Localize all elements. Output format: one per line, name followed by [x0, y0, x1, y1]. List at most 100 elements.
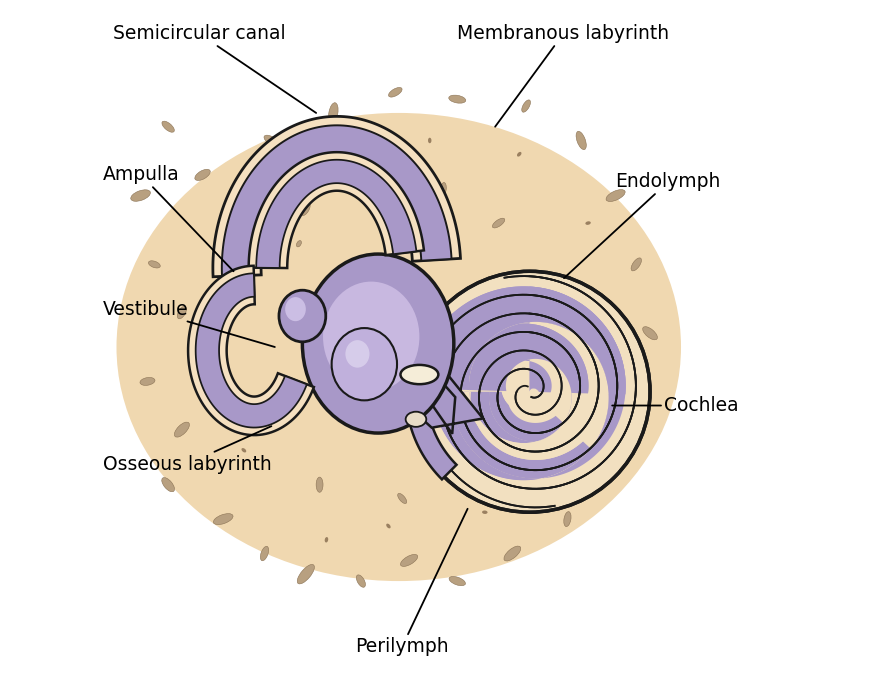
Ellipse shape [439, 446, 447, 455]
Polygon shape [405, 349, 483, 434]
Ellipse shape [400, 365, 438, 384]
Ellipse shape [359, 152, 362, 157]
Text: Vestibule: Vestibule [103, 300, 275, 347]
Polygon shape [415, 287, 625, 480]
Ellipse shape [241, 448, 246, 452]
Ellipse shape [323, 282, 419, 391]
Ellipse shape [356, 575, 365, 587]
Ellipse shape [296, 241, 301, 247]
Polygon shape [488, 324, 587, 441]
Ellipse shape [536, 424, 542, 435]
Ellipse shape [301, 203, 310, 215]
Ellipse shape [520, 344, 531, 350]
Ellipse shape [563, 511, 571, 527]
Ellipse shape [289, 307, 294, 317]
Ellipse shape [575, 131, 586, 150]
Ellipse shape [214, 514, 233, 525]
Ellipse shape [448, 577, 465, 586]
Ellipse shape [492, 218, 504, 228]
Ellipse shape [397, 493, 407, 504]
Ellipse shape [605, 189, 625, 201]
Ellipse shape [427, 242, 431, 246]
Text: Cochlea: Cochlea [611, 396, 737, 415]
Ellipse shape [384, 205, 392, 213]
Text: Osseous labyrinth: Osseous labyrinth [103, 426, 271, 473]
Ellipse shape [175, 422, 190, 437]
Ellipse shape [469, 398, 472, 405]
Ellipse shape [593, 310, 596, 315]
Ellipse shape [521, 100, 530, 112]
Ellipse shape [195, 169, 210, 180]
Ellipse shape [531, 462, 534, 467]
Text: Endolymph: Endolymph [563, 172, 720, 278]
Ellipse shape [481, 511, 487, 514]
Polygon shape [196, 273, 307, 428]
Ellipse shape [585, 221, 590, 225]
Ellipse shape [276, 221, 280, 226]
Ellipse shape [162, 121, 175, 133]
Ellipse shape [341, 344, 353, 350]
Ellipse shape [517, 152, 521, 157]
Ellipse shape [440, 183, 446, 195]
Ellipse shape [414, 372, 417, 377]
Ellipse shape [592, 466, 610, 475]
Polygon shape [415, 287, 625, 480]
Polygon shape [222, 126, 451, 276]
Ellipse shape [116, 113, 680, 581]
Ellipse shape [426, 307, 432, 318]
Ellipse shape [148, 261, 160, 268]
Ellipse shape [577, 375, 584, 387]
Ellipse shape [246, 273, 254, 284]
Ellipse shape [315, 477, 323, 492]
Ellipse shape [331, 328, 397, 400]
Ellipse shape [206, 400, 212, 404]
Ellipse shape [302, 254, 454, 433]
Polygon shape [452, 287, 625, 479]
Polygon shape [248, 152, 424, 268]
Ellipse shape [130, 189, 151, 201]
Ellipse shape [231, 184, 243, 194]
Ellipse shape [461, 290, 466, 294]
Ellipse shape [405, 412, 426, 427]
Polygon shape [431, 305, 643, 497]
Ellipse shape [400, 555, 417, 566]
Ellipse shape [218, 357, 228, 364]
Polygon shape [431, 305, 643, 497]
Polygon shape [188, 266, 314, 435]
Text: Semicircular canal: Semicircular canal [113, 24, 315, 113]
Ellipse shape [385, 523, 390, 528]
Text: Perilymph: Perilymph [355, 509, 467, 656]
Ellipse shape [297, 564, 314, 584]
Ellipse shape [630, 258, 641, 271]
Polygon shape [256, 160, 416, 268]
Ellipse shape [473, 357, 482, 364]
Circle shape [408, 271, 649, 512]
Ellipse shape [140, 378, 155, 385]
Text: Ampulla: Ampulla [103, 165, 233, 271]
Ellipse shape [267, 397, 276, 407]
Ellipse shape [562, 275, 572, 282]
Ellipse shape [388, 87, 401, 97]
Ellipse shape [328, 103, 338, 123]
Polygon shape [463, 305, 606, 460]
Polygon shape [405, 335, 456, 480]
Ellipse shape [264, 135, 278, 146]
Polygon shape [213, 117, 460, 277]
Ellipse shape [642, 327, 657, 340]
Ellipse shape [492, 481, 504, 489]
Ellipse shape [337, 173, 343, 177]
Ellipse shape [324, 537, 328, 543]
Ellipse shape [284, 297, 306, 321]
Ellipse shape [161, 477, 175, 492]
Ellipse shape [428, 137, 431, 143]
Ellipse shape [448, 95, 465, 103]
Ellipse shape [177, 306, 186, 319]
Ellipse shape [345, 340, 369, 368]
Ellipse shape [260, 546, 268, 561]
Ellipse shape [372, 414, 377, 418]
Ellipse shape [334, 276, 346, 281]
Text: Membranous labyrinth: Membranous labyrinth [457, 24, 669, 127]
Ellipse shape [632, 394, 640, 410]
Ellipse shape [503, 546, 520, 561]
Ellipse shape [372, 276, 377, 280]
